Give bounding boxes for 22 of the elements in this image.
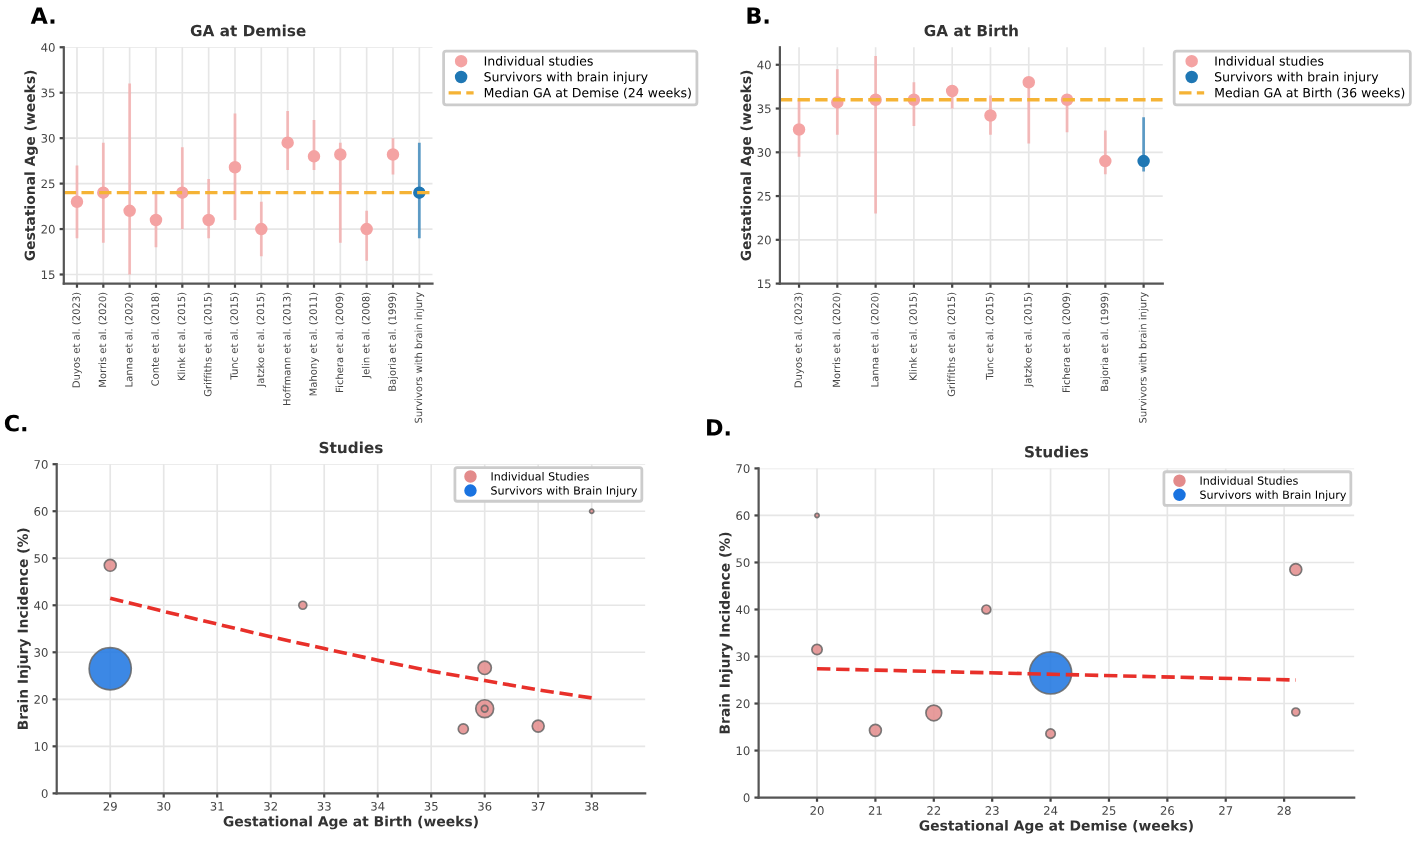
text: B.: [747, 7, 769, 24]
point: [360, 222, 373, 236]
point: [386, 148, 400, 161]
point: [255, 222, 268, 236]
point: [792, 123, 806, 136]
text: C.: [4, 414, 27, 432]
text: D.: [707, 419, 730, 436]
point: [945, 84, 959, 98]
point: [123, 204, 136, 218]
point: [334, 148, 347, 161]
point: [307, 150, 321, 163]
point: [281, 136, 294, 149]
line-series: [108, 596, 594, 700]
point: [70, 195, 84, 209]
point: [202, 213, 215, 227]
point: [228, 160, 242, 174]
point: [1099, 154, 1112, 168]
point: [984, 109, 997, 122]
point: [1022, 76, 1036, 89]
point: [1137, 154, 1150, 168]
text: A.: [30, 7, 55, 24]
point: [149, 213, 163, 227]
